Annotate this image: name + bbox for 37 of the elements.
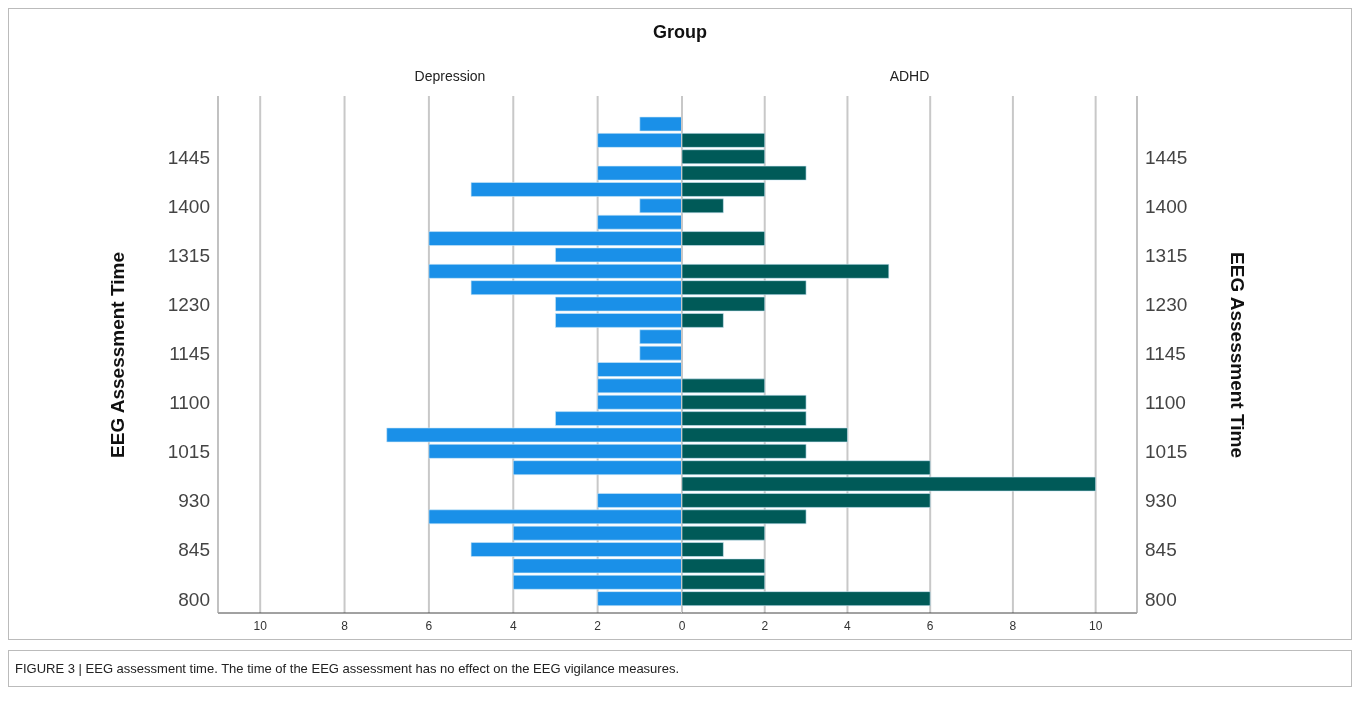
text: Group <box>652 22 708 43</box>
x-tick-label: 6 <box>425 618 433 633</box>
x-tick-label: 4 <box>844 618 852 633</box>
y-tick-label: 1100 <box>169 392 210 414</box>
y-tick-label: 1315 <box>167 244 210 266</box>
y-tick-label: 1145 <box>169 343 210 365</box>
y-tick-label: 800 <box>178 588 210 610</box>
y-tick-label: 930 <box>1145 490 1177 512</box>
y-tick-label: 1100 <box>1145 392 1186 414</box>
y-tick-label: 845 <box>178 539 210 561</box>
x-tick-label: 8 <box>1009 618 1017 633</box>
y-tick-label: 1400 <box>167 195 210 217</box>
x-tick-label: 4 <box>509 618 517 633</box>
y-tick-label: 1015 <box>1145 441 1188 463</box>
y-tick-label: 1445 <box>167 146 210 168</box>
y-axis-title: EEG Assessment Time <box>107 251 129 458</box>
x-tick-label: 2 <box>761 618 769 633</box>
x-tick-label: 2 <box>594 618 602 633</box>
x-tick-label: 6 <box>926 618 934 633</box>
y-tick-label: 845 <box>1145 539 1177 561</box>
y-tick-label: 1145 <box>1145 343 1186 365</box>
chart-title: Depression <box>413 68 487 84</box>
y2-axis-title: EEG Assessment Time <box>1226 251 1248 458</box>
x-tick-label: 0 <box>678 618 686 633</box>
caption: FIGURE 3 | EEG assessment time. The time of the EEG assessment has no effect on the EEG vigilance measures. <box>15 661 680 676</box>
x-tick-label: 8 <box>341 618 349 633</box>
y-tick-label: 1445 <box>1145 146 1188 168</box>
y-tick-label: 1015 <box>167 441 210 463</box>
y-tick-label: 800 <box>1145 588 1177 610</box>
y-tick-label: 1230 <box>1145 293 1188 315</box>
y-tick-label: 1400 <box>1145 195 1188 217</box>
chart-title: ADHD <box>888 68 931 84</box>
y-tick-label: 1230 <box>167 293 210 315</box>
x-tick-label: 10 <box>253 618 268 633</box>
y-tick-label: 930 <box>178 490 210 512</box>
y-tick-label: 1315 <box>1145 244 1188 266</box>
x-tick-label: 10 <box>1088 618 1103 633</box>
